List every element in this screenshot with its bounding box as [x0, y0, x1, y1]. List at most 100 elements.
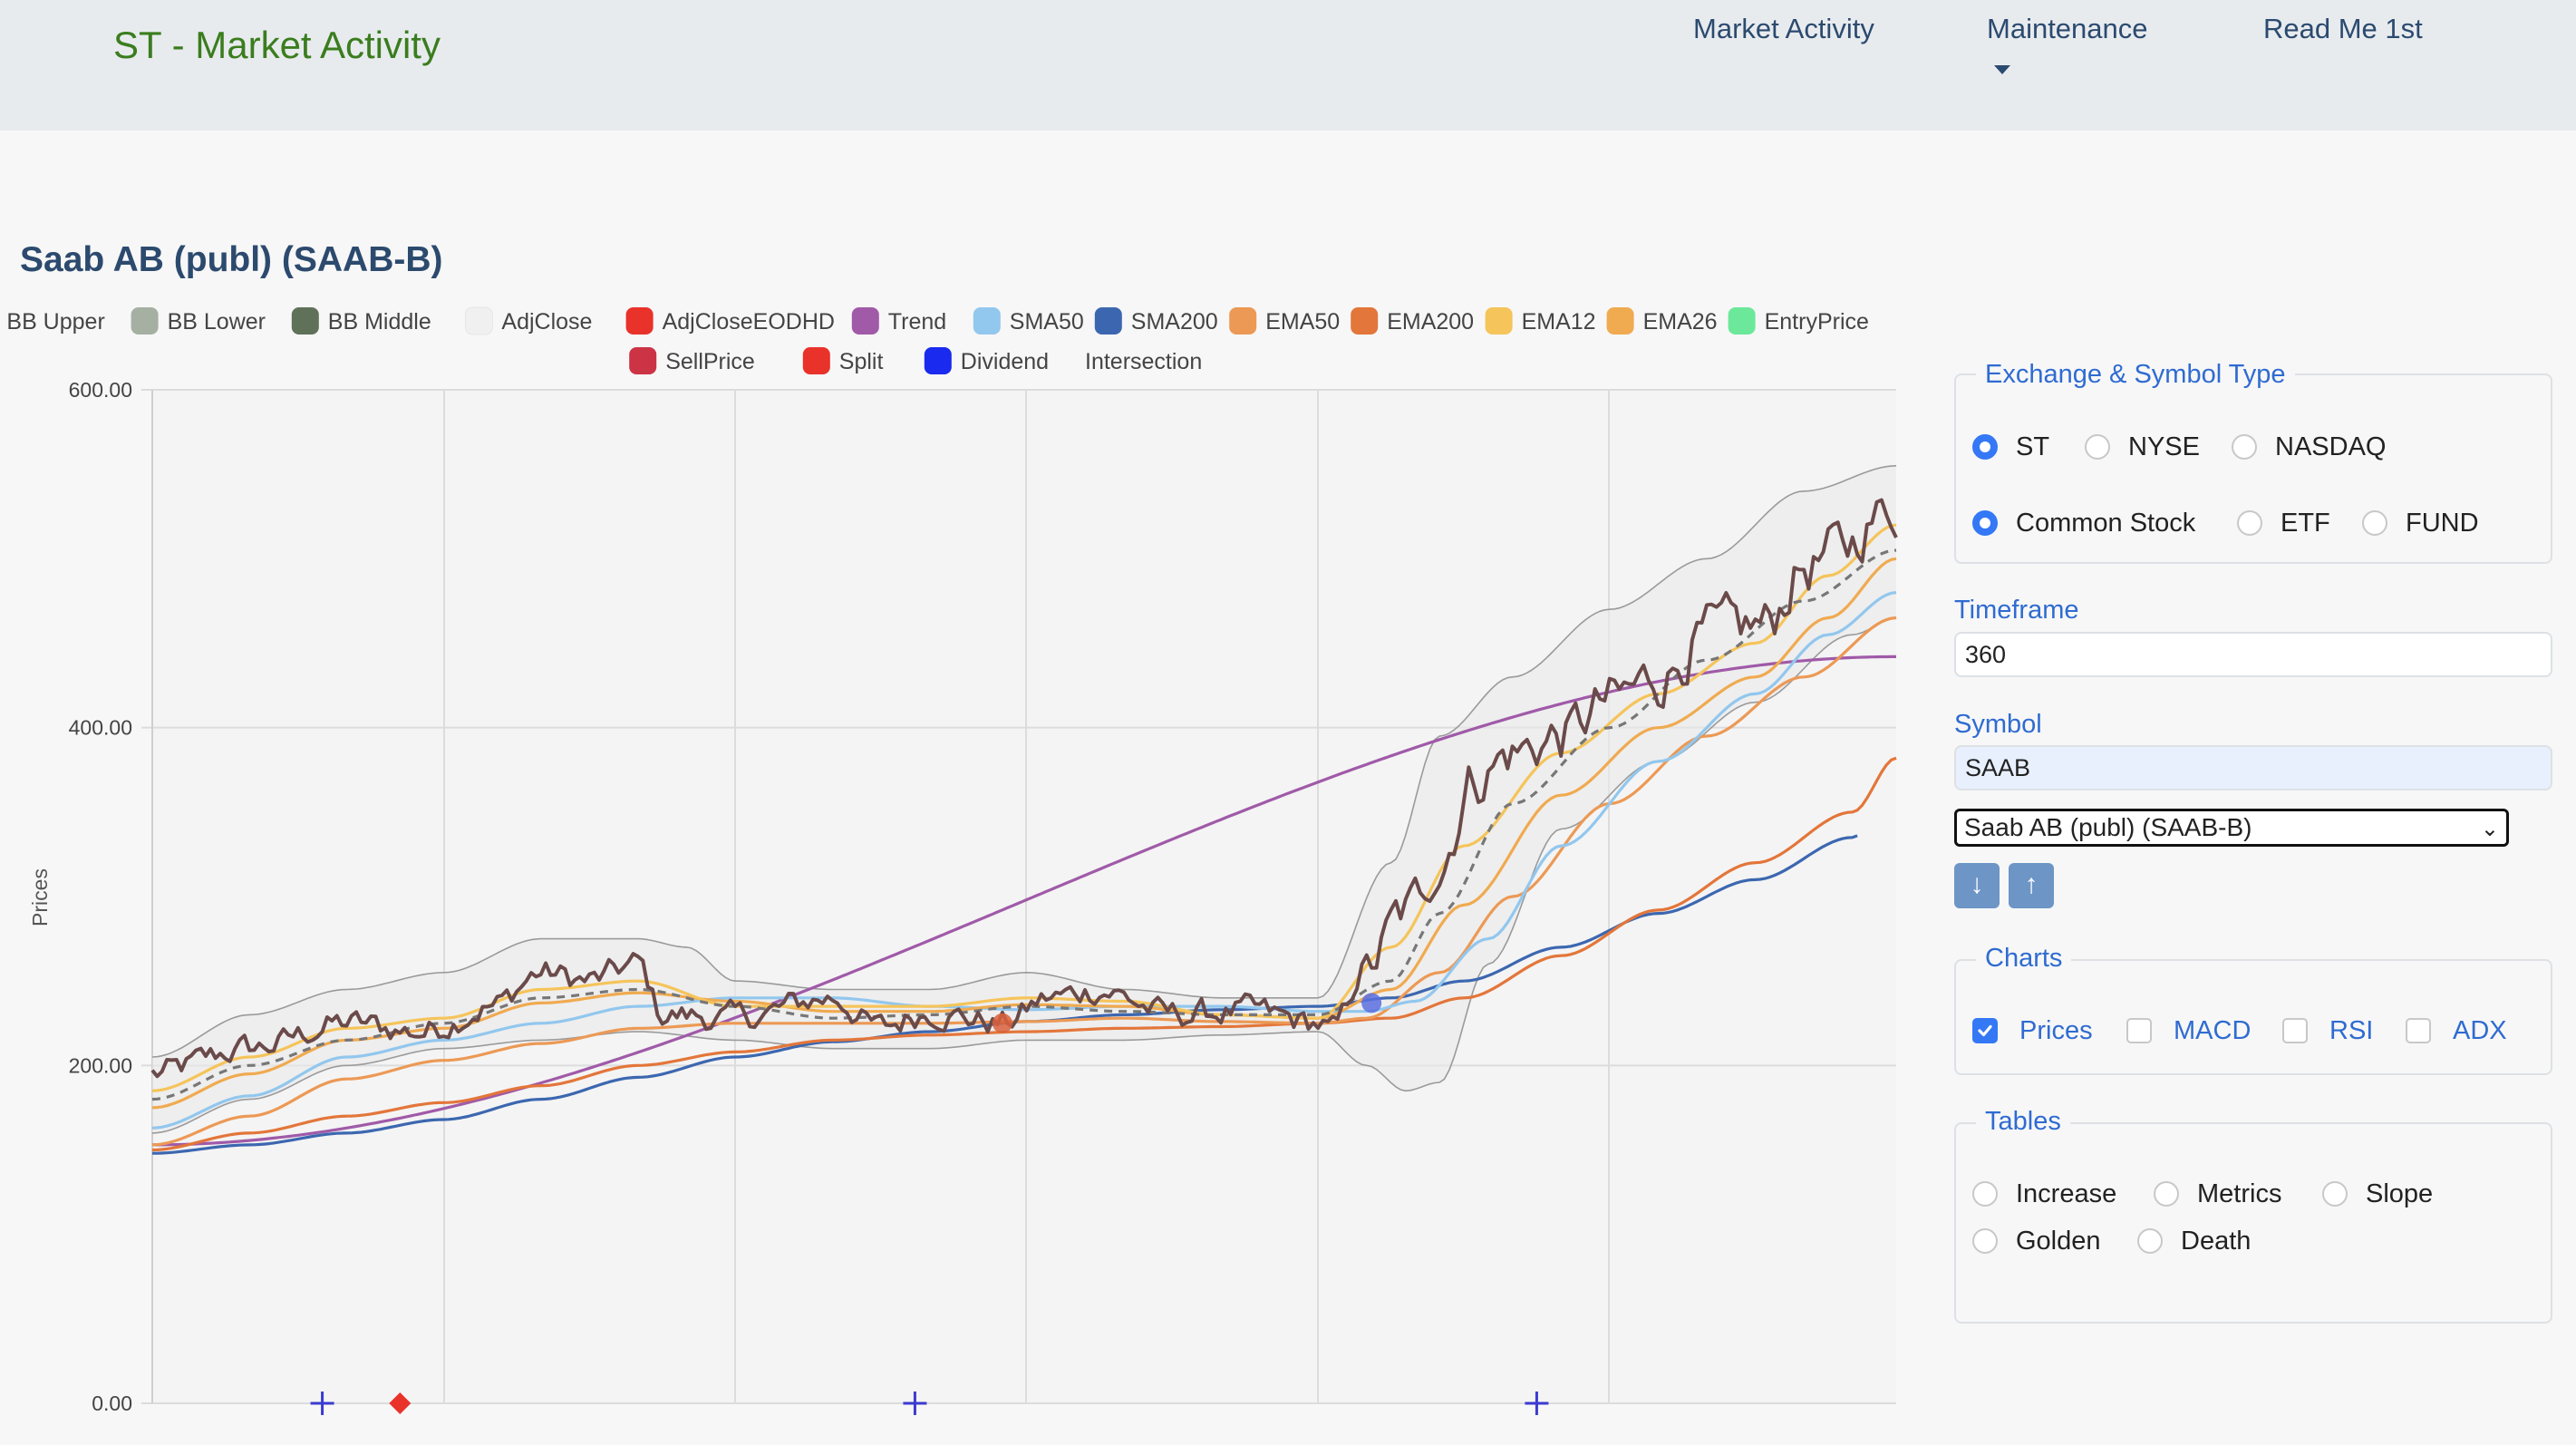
legend-label: BB Upper	[6, 309, 104, 335]
marker-dividend	[1525, 1392, 1549, 1415]
tables-panel-title: Tables	[1976, 1106, 2070, 1137]
checkbox-prices[interactable]: Prices	[1972, 1015, 2093, 1046]
radio-icon[interactable]	[2322, 1181, 2348, 1207]
chevron-down-icon: ⌄	[2480, 817, 2499, 841]
legend-swatch	[924, 347, 952, 374]
series-line-bb-upper	[151, 465, 1897, 1058]
price-chart: 0.00 200.00 400.00 600.00 Prices BB Upper BB L…	[6, 306, 1898, 1415]
radio-icon[interactable]	[2154, 1181, 2179, 1207]
series-line-bb-lower	[151, 616, 1897, 1134]
radio-table-death[interactable]: Death	[2137, 1226, 2251, 1256]
exchange-panel-title: Exchange & Symbol Type	[1976, 359, 2295, 390]
legend-label: SellPrice	[665, 349, 755, 374]
legend-swatch	[802, 347, 830, 374]
y-tick-label: 0.00	[92, 1392, 132, 1415]
legend-label: EMA50	[1265, 309, 1340, 335]
checkbox-rsi[interactable]: RSI	[2282, 1015, 2373, 1046]
radio-icon[interactable]	[2232, 434, 2257, 460]
radio-icon[interactable]	[2237, 510, 2262, 536]
legend-label: SMA50	[1010, 309, 1084, 335]
checkbox-checked-icon[interactable]	[1972, 1018, 1998, 1043]
legend-label: BB Lower	[168, 309, 266, 335]
radio-table-metrics[interactable]: Metrics	[2154, 1178, 2281, 1209]
move-up-button[interactable]: ↑	[2009, 863, 2054, 908]
radio-icon[interactable]	[1972, 1228, 1998, 1254]
legend-swatch	[291, 307, 319, 335]
legend-label: EntryPrice	[1765, 309, 1869, 335]
legend-label: Intersection	[1085, 349, 1202, 374]
tables-panel	[1954, 1122, 2552, 1324]
y-tick-label: 400.00	[69, 716, 132, 740]
timeframe-label: Timeframe	[1954, 596, 2079, 625]
legend-label: EMA26	[1643, 309, 1718, 335]
move-down-button[interactable]: ↓	[1954, 863, 2000, 908]
y-tick-label: 600.00	[69, 378, 132, 402]
legend-label: AdjClose	[501, 309, 592, 335]
arrow-down-icon: ↓	[1970, 869, 1984, 899]
legend-swatch	[1351, 307, 1379, 335]
marker-dividend	[903, 1392, 927, 1415]
radio-exchange-st[interactable]: ST	[1972, 432, 2049, 462]
nav-market-activity[interactable]: Market Activity	[1693, 13, 1874, 44]
nav-maintenance[interactable]: Maintenance	[1987, 13, 2148, 44]
bollinger-band-fill	[152, 465, 1896, 1133]
charts-panel	[1954, 959, 2552, 1075]
legend-swatch	[1728, 307, 1756, 335]
radio-table-increase[interactable]: Increase	[1972, 1178, 2116, 1209]
legend-label: Dividend	[961, 349, 1049, 374]
legend-swatch	[629, 347, 657, 374]
marker-intersection	[1361, 993, 1382, 1013]
checkbox-icon[interactable]	[2126, 1018, 2152, 1043]
y-axis-label: Prices	[28, 868, 52, 926]
series-line-ema50	[151, 616, 1897, 1147]
symbol-input[interactable]: SAAB	[1954, 745, 2552, 790]
radio-type-fund[interactable]: FUND	[2362, 508, 2479, 538]
legend-swatch	[625, 307, 654, 335]
radio-icon[interactable]	[2137, 1228, 2163, 1254]
radio-type-common-stock[interactable]: Common Stock	[1972, 508, 2195, 538]
y-tick-label: 200.00	[69, 1053, 132, 1077]
marker-split	[389, 1392, 412, 1414]
legend-label: Trend	[888, 309, 946, 335]
checkbox-macd[interactable]: MACD	[2126, 1015, 2251, 1046]
legend-swatch	[1094, 307, 1122, 335]
marker-dividend	[310, 1392, 334, 1415]
legend-swatch	[1606, 307, 1634, 335]
top-navbar: ST - Market Activity Market Activity Mai…	[0, 0, 2576, 131]
radio-exchange-nasdaq[interactable]: NASDAQ	[2232, 432, 2386, 462]
page-title: Saab AB (publ) (SAAB-B)	[20, 240, 443, 279]
charts-panel-title: Charts	[1976, 943, 2072, 974]
plot-area	[152, 390, 1896, 1403]
caret-down-icon[interactable]	[1994, 65, 2010, 74]
arrow-up-icon: ↑	[2024, 869, 2039, 899]
radio-icon[interactable]	[1972, 510, 1998, 536]
legend-swatch	[973, 307, 1001, 335]
symbol-label: Symbol	[1954, 710, 2042, 739]
legend-label: BB Middle	[328, 309, 431, 335]
legend-swatch	[1485, 307, 1513, 335]
checkbox-icon[interactable]	[2406, 1018, 2431, 1043]
radio-exchange-nyse[interactable]: NYSE	[2085, 432, 2200, 462]
radio-icon[interactable]	[1972, 1181, 1998, 1207]
legend-swatch	[1229, 307, 1257, 335]
radio-table-golden[interactable]: Golden	[1972, 1226, 2101, 1256]
series-line-adjclose	[150, 498, 1898, 1079]
radio-icon[interactable]	[2362, 510, 2387, 536]
symbol-select[interactable]: Saab AB (publ) (SAAB-B) ⌄	[1954, 809, 2509, 847]
nav-read-me[interactable]: Read Me 1st	[2263, 13, 2423, 44]
brand-title[interactable]: ST - Market Activity	[113, 24, 441, 66]
legend-swatch	[131, 307, 159, 335]
legend-label: AdjCloseEODHD	[663, 309, 835, 335]
checkbox-icon[interactable]	[2282, 1018, 2308, 1043]
radio-type-etf[interactable]: ETF	[2237, 508, 2330, 538]
legend-label: Split	[839, 349, 884, 374]
legend-swatch	[851, 307, 879, 335]
radio-table-slope[interactable]: Slope	[2322, 1178, 2433, 1209]
radio-icon[interactable]	[1972, 434, 1998, 460]
legend-label: EMA200	[1387, 309, 1474, 335]
timeframe-input[interactable]: 360	[1954, 632, 2552, 677]
marker-intersection	[992, 1013, 1012, 1033]
radio-icon[interactable]	[2085, 434, 2110, 460]
legend-label: EMA12	[1522, 309, 1596, 335]
checkbox-adx[interactable]: ADX	[2406, 1015, 2507, 1046]
